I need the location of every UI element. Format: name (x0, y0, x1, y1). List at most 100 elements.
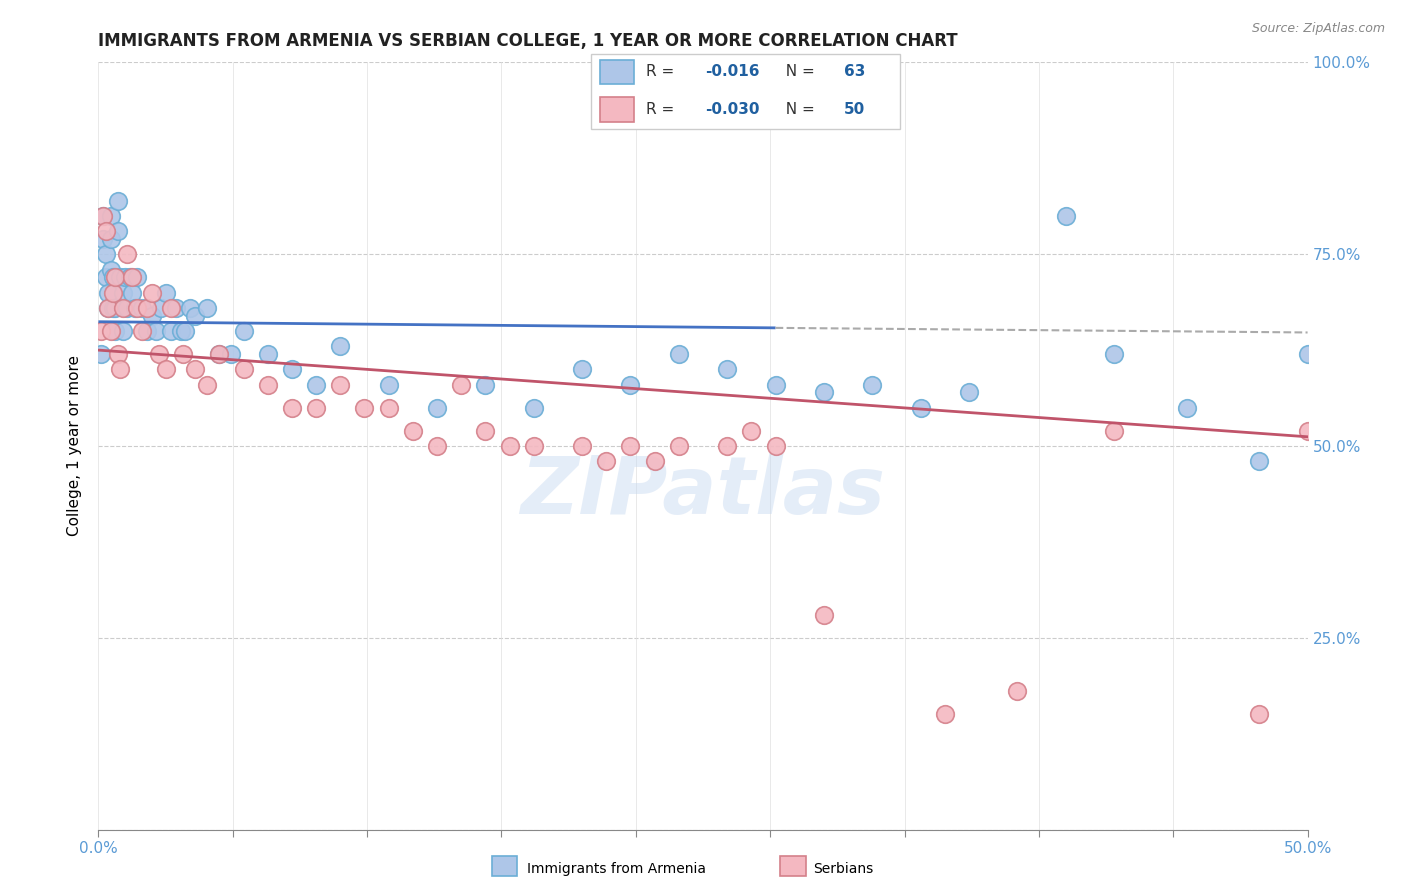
Point (160, 324, 183, 338)
Point (474, 424, 496, 438)
Point (498, 439, 520, 453)
Point (101, 301, 124, 315)
Point (174, 324, 197, 338)
Point (100, 262, 122, 277)
Point (118, 270, 141, 285)
Point (571, 439, 593, 453)
Point (765, 439, 787, 453)
Point (91, 209, 114, 223)
Point (305, 377, 328, 392)
Point (179, 301, 201, 315)
Point (765, 377, 787, 392)
Point (934, 707, 956, 722)
Point (221, 347, 243, 361)
Point (100, 232, 122, 246)
Point (148, 347, 170, 361)
Point (100, 324, 122, 338)
FancyBboxPatch shape (600, 97, 634, 122)
Point (377, 377, 399, 392)
Point (90, 324, 112, 338)
Text: -0.030: -0.030 (704, 102, 759, 117)
Point (353, 401, 375, 415)
Point (141, 309, 163, 323)
Text: N =: N = (776, 64, 820, 79)
Point (523, 401, 546, 415)
Text: N =: N = (776, 102, 820, 117)
Point (208, 347, 231, 361)
Point (131, 301, 153, 315)
Point (104, 301, 127, 315)
Point (619, 377, 641, 392)
Point (111, 301, 134, 315)
Point (104, 270, 127, 285)
Point (107, 194, 129, 208)
Point (1249, 454, 1271, 468)
Point (232, 324, 254, 338)
FancyBboxPatch shape (600, 60, 634, 84)
Text: -0.016: -0.016 (704, 64, 759, 79)
Point (135, 301, 157, 315)
Point (104, 324, 127, 338)
Point (117, 247, 139, 261)
Point (195, 301, 218, 315)
Point (619, 439, 641, 453)
Point (402, 424, 425, 438)
Point (1249, 707, 1271, 722)
FancyBboxPatch shape (591, 54, 900, 129)
Point (97, 301, 120, 315)
Point (101, 285, 124, 300)
Point (329, 339, 352, 353)
Point (426, 439, 449, 453)
Point (1175, 401, 1198, 415)
Point (281, 362, 304, 376)
Point (124, 301, 146, 315)
Point (450, 377, 472, 392)
Point (957, 385, 980, 400)
Point (644, 454, 666, 468)
Point (740, 424, 762, 438)
Point (155, 285, 177, 300)
Point (114, 270, 136, 285)
Point (90, 347, 112, 361)
Point (101, 270, 124, 285)
Point (256, 377, 278, 392)
Point (165, 301, 187, 315)
Point (100, 209, 122, 223)
Point (208, 347, 231, 361)
Point (595, 454, 617, 468)
Point (910, 401, 932, 415)
Text: 50: 50 (844, 102, 866, 117)
Point (571, 362, 593, 376)
Text: R =: R = (647, 64, 679, 79)
Point (91, 209, 114, 223)
Point (860, 377, 883, 392)
Point (121, 270, 143, 285)
Point (232, 362, 254, 376)
Point (160, 301, 183, 315)
Point (668, 347, 690, 361)
Point (127, 301, 149, 315)
Point (1054, 209, 1077, 223)
Point (111, 324, 134, 338)
Point (108, 362, 131, 376)
Text: ZIPatlas: ZIPatlas (520, 453, 886, 531)
Point (91, 232, 114, 246)
Point (121, 285, 143, 300)
Point (523, 439, 546, 453)
Point (108, 270, 131, 285)
Point (135, 324, 157, 338)
Point (141, 285, 163, 300)
Point (813, 607, 835, 622)
Y-axis label: College, 1 year or more: College, 1 year or more (67, 356, 83, 536)
Point (668, 439, 690, 453)
Point (377, 401, 399, 415)
Point (94, 224, 117, 238)
Point (107, 224, 129, 238)
Text: R =: R = (647, 102, 679, 117)
Point (107, 347, 129, 361)
Point (127, 270, 149, 285)
Point (716, 362, 738, 376)
Point (111, 285, 134, 300)
Text: Immigrants from Armenia: Immigrants from Armenia (527, 862, 706, 876)
Text: 63: 63 (844, 64, 866, 79)
